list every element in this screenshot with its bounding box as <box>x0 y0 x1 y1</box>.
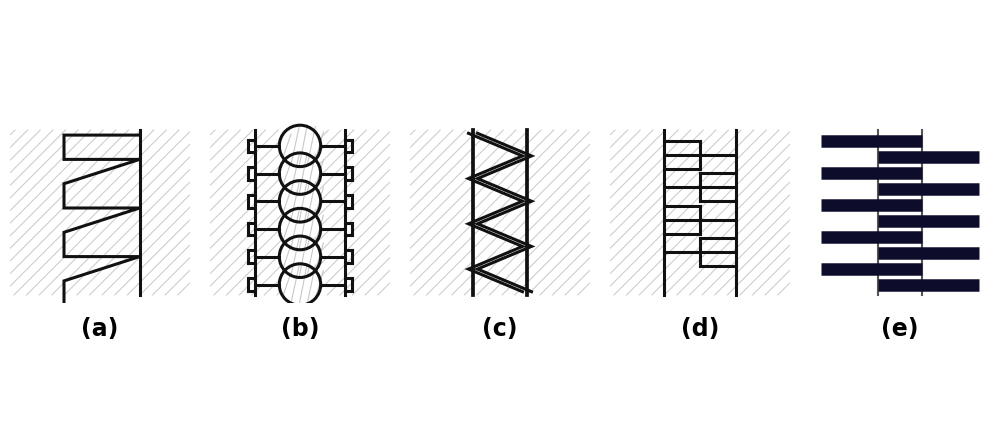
Text: (c): (c) <box>482 317 518 341</box>
Text: (e): (e) <box>881 317 919 341</box>
Text: (a): (a) <box>81 317 119 341</box>
Circle shape <box>279 181 321 222</box>
Text: (b): (b) <box>281 317 319 341</box>
Text: (d): (d) <box>681 317 719 341</box>
Circle shape <box>279 208 321 250</box>
Circle shape <box>279 264 321 305</box>
Circle shape <box>279 236 321 278</box>
Circle shape <box>279 125 321 167</box>
Circle shape <box>279 153 321 194</box>
